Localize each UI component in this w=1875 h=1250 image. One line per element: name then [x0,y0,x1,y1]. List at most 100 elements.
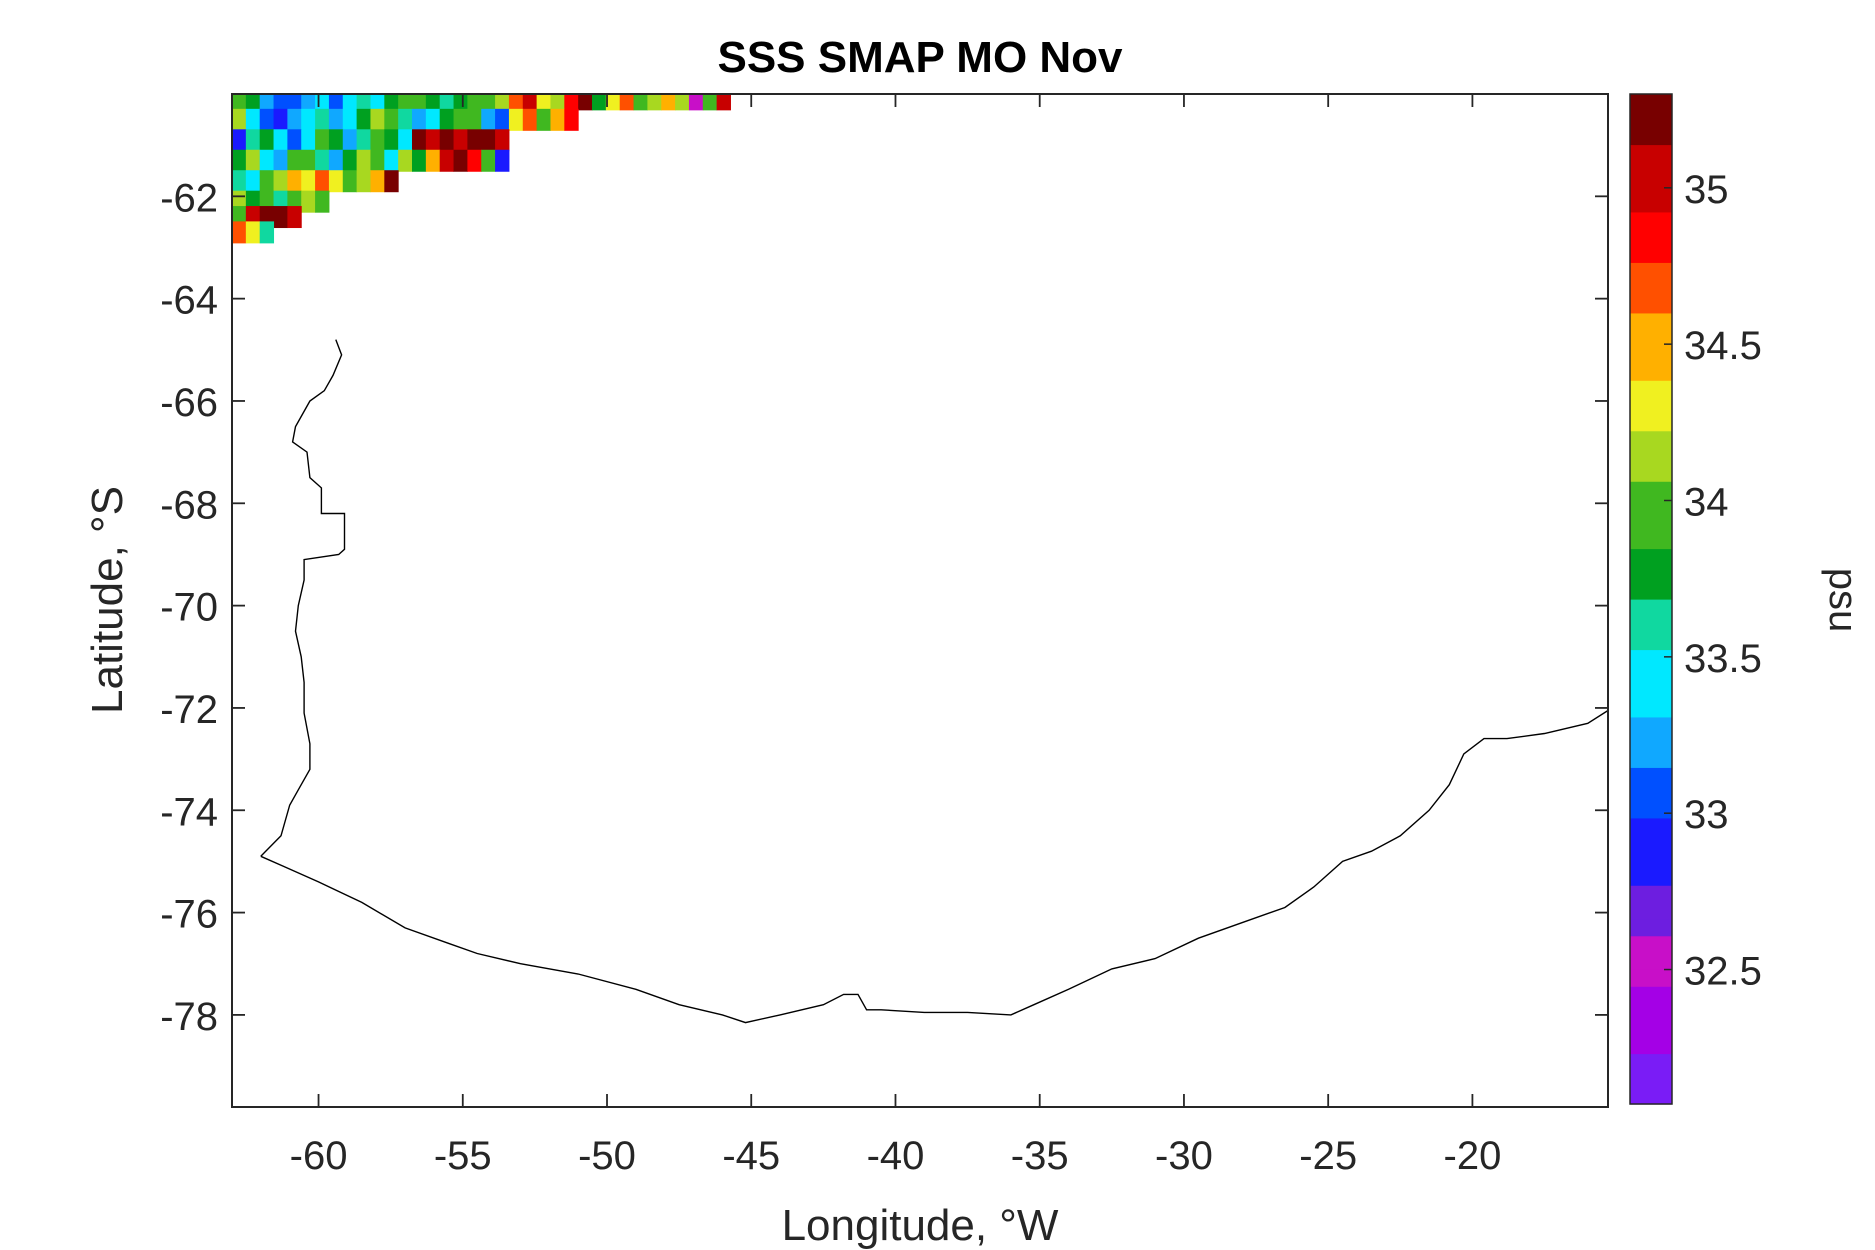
colorbar-band [1630,195,1672,213]
colorbar-band [1630,144,1672,162]
heatmap-cell [328,94,344,111]
colorbar-band [1630,413,1672,432]
colorbar-band [1630,447,1672,465]
colorbar-band [1630,716,1672,735]
heatmap-cell [287,108,302,131]
y-axis-label: Latitude, °S [83,486,132,714]
x-tick-label: -20 [1444,1134,1502,1178]
colorbar-band [1630,94,1672,112]
heatmap-cell [467,108,482,131]
x-tick-label: -50 [578,1134,636,1178]
heatmap-cell [356,149,371,172]
colorbar-band [1630,262,1672,280]
colorbar-band [1630,312,1672,331]
heatmap-cell [412,129,427,152]
colorbar-tick-label: 34.5 [1684,324,1762,368]
heatmap-cell [661,94,676,111]
colorbar-band [1630,346,1672,364]
x-tick-label: -60 [290,1134,348,1178]
heatmap-cell [702,94,718,111]
heatmap-cell [398,94,413,111]
heatmap-cell [398,149,413,172]
colorbar-band [1630,498,1672,516]
colorbar-band [1630,615,1672,634]
x-tick-label: -35 [1011,1134,1069,1178]
colorbar-band [1630,969,1672,987]
y-axis-ticks: -62 -64 -66 -68 -70 -72 -74 -76 -78 [160,176,1608,1039]
colorbar-band [1630,329,1672,348]
heatmap-cell [342,129,358,152]
heatmap-cell [342,108,358,131]
heatmap-cell [370,170,385,193]
heatmap-cell [495,94,510,111]
heatmap-cell [467,94,482,111]
heatmap-cell [425,108,441,131]
heatmap-cell [328,108,344,131]
heatmap-cell [245,170,261,193]
colorbar-band [1630,986,1672,1004]
colorbar-band [1630,245,1672,263]
x-axis-label: Longitude, °W [782,1201,1059,1250]
heatmap-cell [328,149,344,172]
heatmap-cell [605,94,621,111]
colorbar-band [1630,767,1672,785]
heatmap-cell [453,129,468,152]
heatmap-cell [232,129,247,152]
colorbar-tick-label: 34 [1684,481,1729,525]
heatmap-cell [356,129,371,152]
colorbar-band [1630,750,1672,768]
colorbar-band [1630,211,1672,230]
heatmap-cell [439,108,455,131]
y-tick-label: -74 [160,790,218,834]
heatmap-cell [232,170,247,193]
colorbar: 32.5 33 33.5 34 34.5 35 [1629,93,1762,1105]
heatmap-cell [536,108,551,131]
heatmap-cell [425,94,441,111]
colorbar-band [1630,801,1672,819]
colorbar-band [1630,700,1672,718]
heatmap-cell [301,170,316,193]
heatmap-cell [370,149,385,172]
heatmap-cell [342,170,358,193]
colorbar-band [1630,817,1672,836]
heatmap-cell [439,129,455,152]
colorbar-band [1630,649,1672,667]
colorbar-band [1630,632,1672,651]
colorbar-band [1630,161,1672,179]
y-tick-label: -66 [160,381,218,425]
colorbar-band [1630,565,1672,583]
heatmap-cell [328,129,344,152]
heatmap-cell [315,108,330,131]
colorbar-band [1630,851,1672,869]
heatmap-cell [287,129,302,152]
heatmap-cell [370,129,385,152]
heatmap-cell [315,129,330,152]
heatmap-cell [273,149,288,172]
heatmap-cell [301,94,316,111]
colorbar-band [1630,481,1672,499]
heatmap-cell [384,108,399,131]
heatmap-cell [550,94,565,111]
colorbar-frame [1629,93,1673,1105]
heatmap-cell [342,149,358,172]
colorbar-band [1630,784,1672,802]
x-tick-label: -55 [434,1134,492,1178]
colorbar-band [1630,918,1672,937]
heatmap-cell [245,94,261,111]
heatmap-cell [439,149,455,172]
heatmap-cell [495,108,510,131]
colorbar-band [1630,296,1672,314]
heatmap-cell [342,94,358,111]
y-tick-label: -64 [160,279,218,323]
colorbar-band [1630,683,1672,701]
colorbar-band [1630,127,1672,146]
heatmap-cell [328,170,344,193]
colorbar-band [1630,1053,1672,1071]
heatmap-cell [384,149,399,172]
colorbar-band [1630,868,1672,886]
heatmap-cell [675,94,690,111]
colorbar-band [1630,380,1672,398]
colorbar-band [1630,935,1672,954]
heatmap-cell [245,221,261,244]
heatmap-cell [301,108,316,131]
